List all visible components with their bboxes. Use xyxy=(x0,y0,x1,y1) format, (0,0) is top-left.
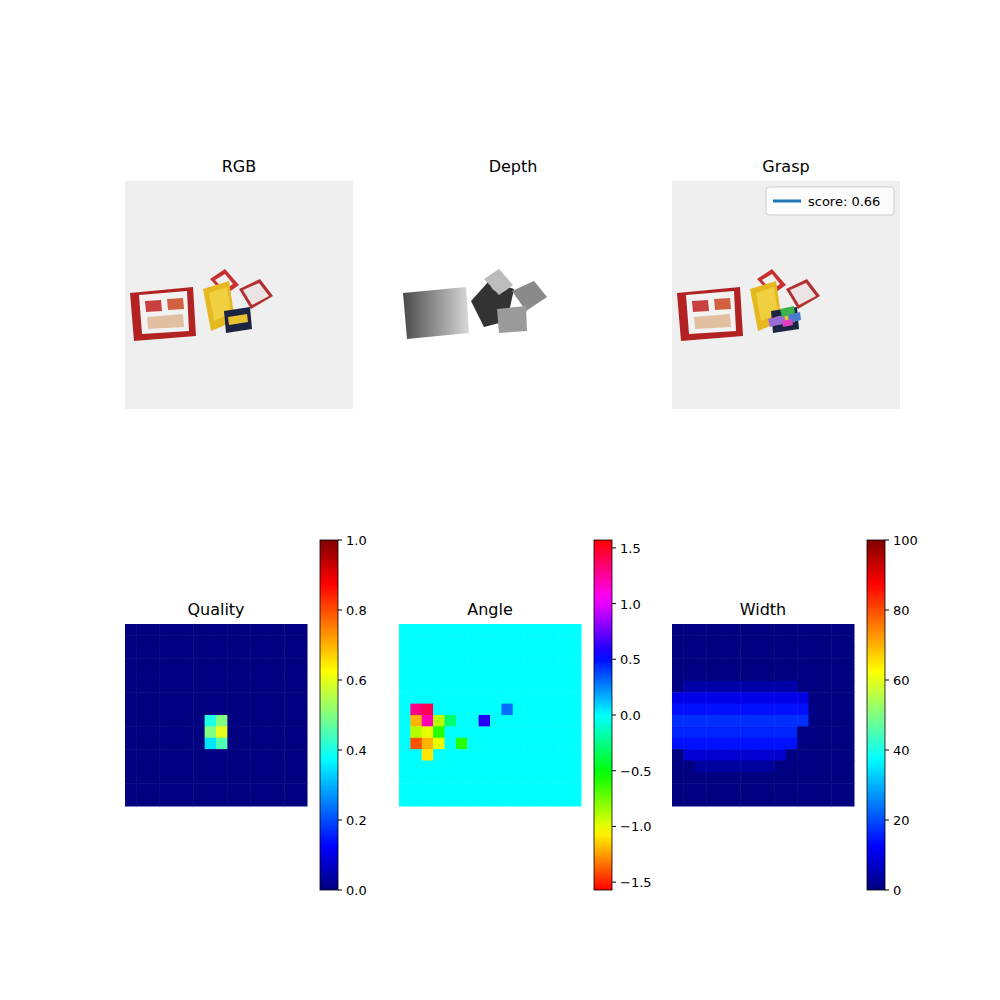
svg-text:0.4: 0.4 xyxy=(346,743,367,758)
svg-text:1.0: 1.0 xyxy=(620,597,641,612)
svg-text:Width: Width xyxy=(740,600,786,619)
svg-text:0: 0 xyxy=(893,883,901,898)
svg-text:Quality: Quality xyxy=(187,600,244,619)
svg-text:−1.5: −1.5 xyxy=(620,875,652,890)
svg-text:0.6: 0.6 xyxy=(346,673,367,688)
svg-text:0.0: 0.0 xyxy=(620,708,641,723)
svg-text:Grasp: Grasp xyxy=(762,157,809,176)
svg-text:RGB: RGB xyxy=(222,157,257,176)
svg-text:Angle: Angle xyxy=(467,600,513,619)
svg-text:Depth: Depth xyxy=(489,157,538,176)
svg-text:1.5: 1.5 xyxy=(620,541,641,556)
svg-text:score: 0.66: score: 0.66 xyxy=(808,194,880,209)
svg-text:1.0: 1.0 xyxy=(346,533,367,548)
svg-text:0.5: 0.5 xyxy=(620,652,641,667)
svg-text:0.2: 0.2 xyxy=(346,813,367,828)
svg-text:80: 80 xyxy=(893,603,910,618)
svg-text:0.8: 0.8 xyxy=(346,603,367,618)
svg-text:40: 40 xyxy=(893,743,910,758)
svg-text:60: 60 xyxy=(893,673,910,688)
svg-text:20: 20 xyxy=(893,813,910,828)
svg-text:−1.0: −1.0 xyxy=(620,819,652,834)
svg-text:0.0: 0.0 xyxy=(346,883,367,898)
svg-text:−0.5: −0.5 xyxy=(620,764,652,779)
svg-text:100: 100 xyxy=(893,533,918,548)
